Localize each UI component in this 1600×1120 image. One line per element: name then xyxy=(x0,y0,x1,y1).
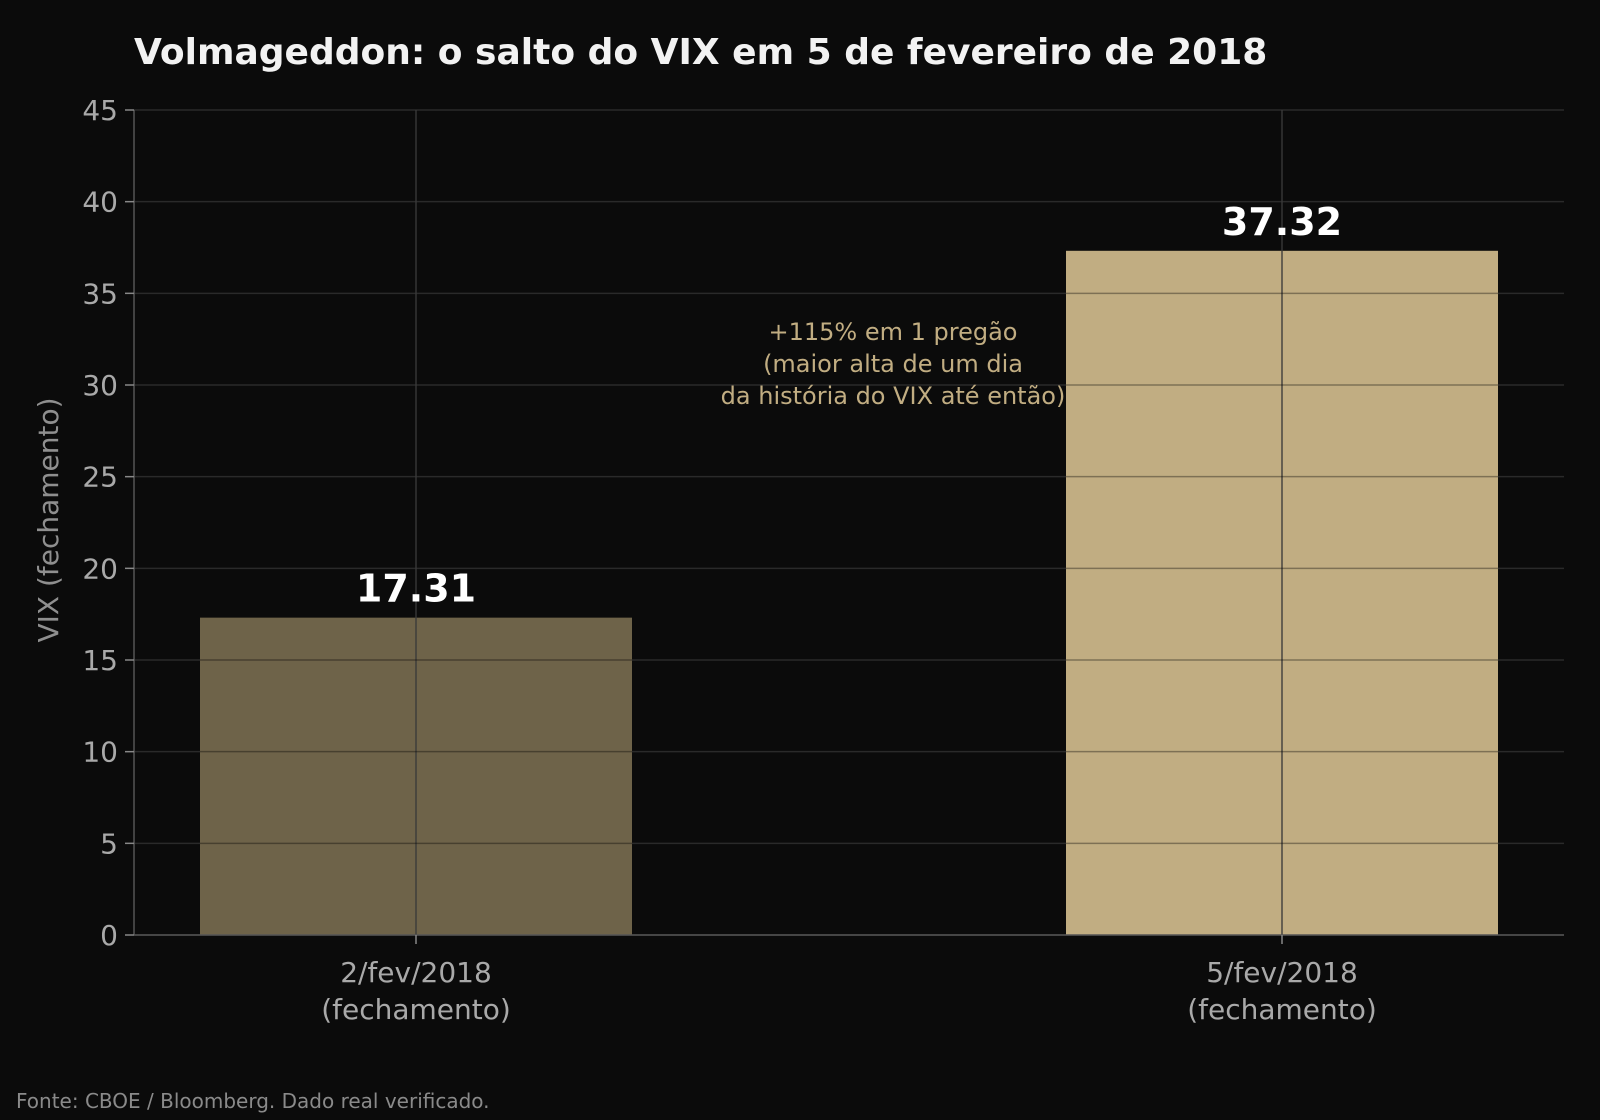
x-tick-label: 2/fev/2018 xyxy=(340,956,492,989)
x-ticks: 2/fev/2018 (fechamento) 5/fev/2018 (fechame… xyxy=(321,935,1377,1026)
annotation: +115% em 1 pregão (maior alta de um dia da… xyxy=(721,318,1066,410)
y-tick-label: 20 xyxy=(82,552,118,585)
annotation-line: +115% em 1 pregão xyxy=(769,318,1018,346)
axes xyxy=(133,110,1564,936)
y-axis-label: VIX (fechamento) xyxy=(32,397,65,642)
y-tick-label: 40 xyxy=(82,186,118,219)
source-note: Fonte: CBOE / Bloomberg. Dado real verif… xyxy=(16,1089,490,1113)
x-tick-label: (fechamento) xyxy=(1187,993,1377,1026)
chart-title: Volmageddon: o salto do VIX em 5 de feve… xyxy=(134,32,1267,73)
x-tick-label: 5/fev/2018 xyxy=(1206,956,1358,989)
y-tick-label: 30 xyxy=(82,369,118,402)
data-label: 37.32 xyxy=(1222,200,1342,244)
data-label: 17.31 xyxy=(356,567,476,611)
vertical-grid xyxy=(200,110,1498,935)
y-tick-label: 35 xyxy=(82,277,118,310)
y-tick-label: 15 xyxy=(82,644,118,677)
y-tick-label: 45 xyxy=(82,94,118,127)
annotation-line: da história do VIX até então) xyxy=(721,382,1066,410)
y-tick-label: 10 xyxy=(82,736,118,769)
data-labels: 17.31 37.32 xyxy=(356,200,1342,611)
x-tick-label: (fechamento) xyxy=(321,993,511,1026)
y-ticks: 0 5 10 15 20 25 30 35 40 45 xyxy=(82,94,134,952)
annotation-line: (maior alta de um dia xyxy=(763,350,1023,378)
y-tick-label: 5 xyxy=(100,827,118,860)
y-tick-label: 25 xyxy=(82,461,118,494)
y-tick-label: 0 xyxy=(100,919,118,952)
